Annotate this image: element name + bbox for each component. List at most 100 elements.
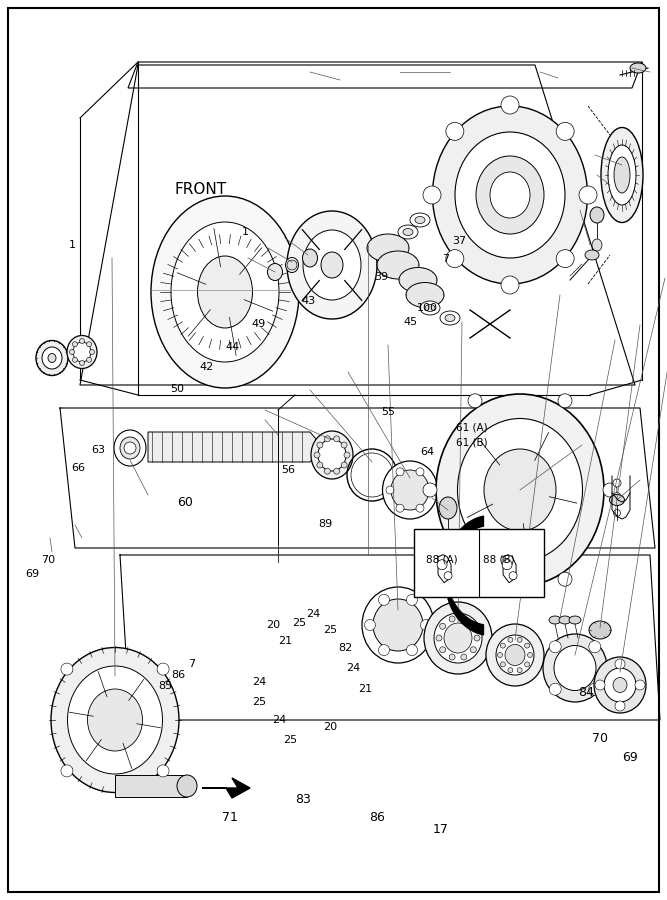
Ellipse shape [415, 217, 425, 223]
Ellipse shape [318, 439, 346, 471]
Circle shape [79, 338, 85, 344]
Circle shape [317, 462, 323, 468]
Circle shape [474, 580, 482, 588]
Text: 25: 25 [283, 734, 297, 745]
Ellipse shape [311, 431, 353, 479]
Ellipse shape [425, 304, 435, 311]
Ellipse shape [406, 283, 444, 308]
Ellipse shape [486, 624, 544, 686]
Circle shape [461, 616, 467, 622]
Text: 64: 64 [420, 446, 434, 457]
Ellipse shape [120, 437, 140, 459]
Circle shape [124, 442, 136, 454]
Ellipse shape [440, 311, 460, 325]
Ellipse shape [490, 172, 530, 218]
Circle shape [324, 436, 330, 442]
Text: 88 (A): 88 (A) [426, 554, 458, 565]
Ellipse shape [452, 221, 472, 235]
Text: 61 (A): 61 (A) [456, 422, 488, 433]
Circle shape [470, 623, 476, 629]
Text: 84: 84 [578, 687, 594, 699]
Text: 45: 45 [403, 317, 418, 328]
Ellipse shape [613, 678, 627, 692]
Circle shape [378, 594, 390, 606]
Polygon shape [148, 432, 316, 462]
Text: 69: 69 [622, 752, 638, 764]
Text: 39: 39 [374, 272, 389, 283]
Text: 24: 24 [306, 608, 321, 619]
Text: 1: 1 [69, 239, 75, 250]
Circle shape [502, 560, 512, 570]
Circle shape [517, 668, 522, 672]
Ellipse shape [585, 250, 599, 260]
Text: 37: 37 [452, 236, 466, 247]
Circle shape [440, 623, 446, 629]
Ellipse shape [114, 430, 146, 466]
Ellipse shape [457, 224, 467, 231]
Text: 20: 20 [323, 722, 338, 733]
Circle shape [416, 468, 424, 476]
Circle shape [461, 654, 467, 660]
Ellipse shape [42, 347, 62, 369]
Text: FRONT: FRONT [174, 182, 226, 196]
Circle shape [79, 361, 85, 365]
Bar [115, 775, 187, 797]
Circle shape [603, 483, 617, 497]
Circle shape [614, 509, 620, 517]
Ellipse shape [614, 157, 630, 193]
Circle shape [446, 122, 464, 140]
Circle shape [558, 394, 572, 408]
Circle shape [613, 496, 621, 504]
Ellipse shape [399, 267, 437, 293]
Ellipse shape [436, 394, 604, 586]
Text: 82: 82 [338, 643, 353, 653]
Circle shape [157, 765, 169, 777]
Circle shape [500, 644, 506, 648]
Ellipse shape [151, 196, 299, 388]
Circle shape [549, 683, 561, 695]
Ellipse shape [362, 587, 434, 663]
Circle shape [87, 342, 91, 346]
Circle shape [423, 483, 437, 497]
Ellipse shape [470, 214, 480, 221]
Circle shape [474, 635, 480, 641]
Text: 24: 24 [271, 715, 286, 725]
Circle shape [426, 486, 434, 494]
Circle shape [525, 644, 530, 648]
Bar [414, 529, 544, 597]
Circle shape [508, 668, 513, 672]
Ellipse shape [442, 529, 454, 544]
Text: 70: 70 [592, 732, 608, 744]
Ellipse shape [67, 666, 163, 774]
Ellipse shape [549, 616, 561, 624]
Ellipse shape [87, 689, 143, 751]
Circle shape [73, 342, 77, 346]
Circle shape [334, 436, 340, 442]
Ellipse shape [36, 340, 68, 375]
Text: 44: 44 [225, 341, 239, 352]
Circle shape [341, 442, 347, 448]
Ellipse shape [484, 449, 556, 531]
Ellipse shape [601, 128, 643, 222]
Ellipse shape [439, 497, 457, 519]
Ellipse shape [590, 207, 604, 223]
Text: 89: 89 [318, 518, 333, 529]
Text: 56: 56 [281, 464, 295, 475]
Ellipse shape [48, 354, 56, 363]
Text: 21: 21 [358, 683, 373, 694]
Circle shape [635, 680, 645, 690]
Circle shape [396, 504, 404, 512]
Ellipse shape [177, 775, 197, 797]
Text: 20: 20 [266, 620, 281, 631]
Text: 24: 24 [346, 662, 361, 673]
Ellipse shape [569, 616, 581, 624]
Circle shape [595, 680, 605, 690]
Ellipse shape [444, 623, 472, 653]
Ellipse shape [73, 342, 91, 362]
Circle shape [396, 468, 404, 476]
Text: 1: 1 [242, 227, 249, 238]
Text: 85: 85 [158, 680, 173, 691]
Circle shape [558, 572, 572, 586]
Circle shape [440, 647, 446, 652]
Ellipse shape [476, 156, 544, 234]
